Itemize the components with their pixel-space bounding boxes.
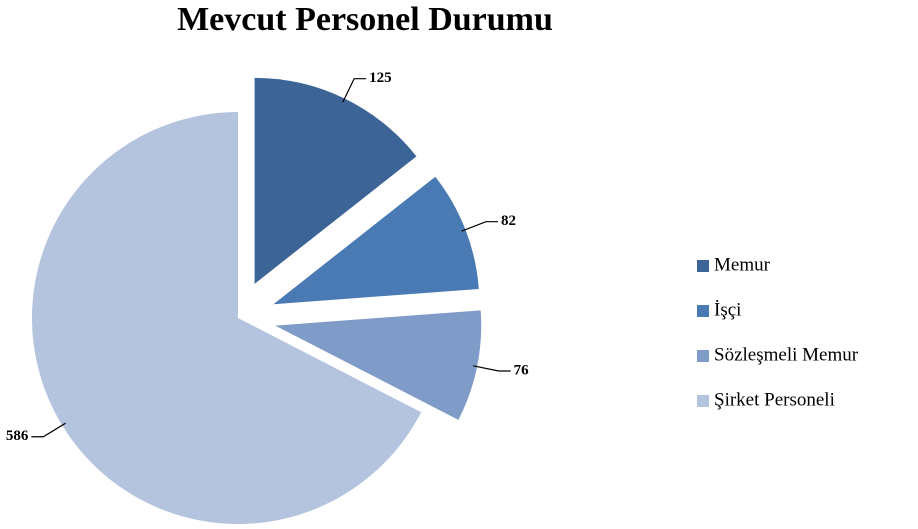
legend-label: Şirket Personeli [714, 389, 835, 410]
legend-swatch [697, 350, 709, 362]
data-label: 586 [6, 428, 29, 444]
leader-line [473, 365, 511, 372]
chart-title: Mevcut Personel Durumu [177, 1, 553, 38]
legend-label: Memur [714, 254, 771, 275]
data-label: 76 [514, 362, 530, 378]
data-label: 125 [369, 70, 392, 86]
legend-label: Sözleşmeli Memur [714, 344, 859, 365]
leader-line [31, 422, 66, 438]
pie-slice [275, 310, 482, 420]
leader-line [342, 78, 367, 103]
pie-slice [273, 176, 479, 305]
legend-swatch [697, 395, 709, 407]
legend-label: İşçi [714, 299, 741, 320]
pie-slice [32, 111, 422, 524]
legend-swatch [697, 305, 709, 317]
legend-swatch [697, 260, 709, 272]
pie-slice [254, 77, 417, 284]
leader-line [461, 221, 498, 232]
data-label: 82 [501, 213, 516, 229]
